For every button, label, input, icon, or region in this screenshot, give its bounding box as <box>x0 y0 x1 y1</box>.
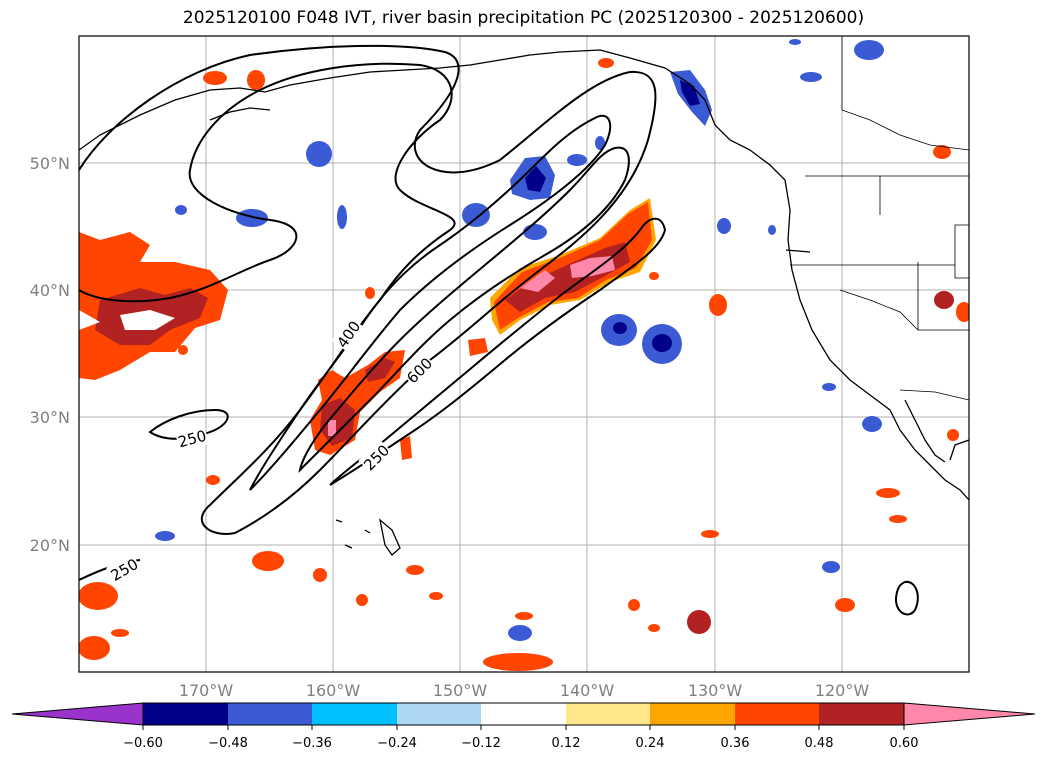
colorbar-outline <box>142 702 905 726</box>
longitude-labels: 170°W 160°W 150°W 140°W 130°W 120°W <box>179 681 870 700</box>
colorbar-segment <box>819 703 904 725</box>
colorbar-tick-label: −0.48 <box>208 736 248 751</box>
lon-label-130w: 130°W <box>688 681 743 700</box>
colorbar-tick-label: −0.24 <box>377 736 417 751</box>
colorbar-segment <box>481 703 566 725</box>
precip-positive-central <box>310 350 412 460</box>
precip-positive-scatter <box>79 58 969 671</box>
colorbar-segment <box>735 703 819 725</box>
colorbar: −0.60 −0.48 −0.36 −0.24 −0.12 0.12 0.24 … <box>11 702 1036 751</box>
colorbar-labels: −0.60 −0.48 −0.36 −0.24 −0.12 0.12 0.24 … <box>123 736 918 751</box>
lon-label-120w: 120°W <box>815 681 870 700</box>
lon-label-170w: 170°W <box>179 681 234 700</box>
lon-label-160w: 160°W <box>306 681 361 700</box>
colorbar-tick-label: −0.36 <box>292 736 332 751</box>
precip-negative-blobs <box>155 39 884 641</box>
colorbar-segment <box>312 703 397 725</box>
lat-label-50n: 50°N <box>30 154 70 173</box>
lon-label-140w: 140°W <box>560 681 615 700</box>
colorbar-tick-label: −0.12 <box>461 736 501 751</box>
map-frame <box>78 35 970 673</box>
lon-label-150w: 150°W <box>433 681 488 700</box>
lat-label-20n: 20°N <box>30 536 70 555</box>
borders <box>790 36 969 401</box>
precip-positive-ar <box>468 198 656 356</box>
colorbar-segment <box>143 703 228 725</box>
colorbar-segment <box>650 703 735 725</box>
colorbar-extend-max <box>903 702 1036 726</box>
colorbar-segment <box>228 703 312 725</box>
colorbar-tick-label: 0.36 <box>721 736 750 751</box>
colorbar-tick-label: 0.48 <box>805 736 834 751</box>
colorbar-extend-min <box>11 702 144 726</box>
colorbar-tick-label: −0.60 <box>123 736 163 751</box>
map-content <box>79 36 969 672</box>
colorbar-ticks <box>142 725 905 730</box>
colorbar-tick-label: 0.12 <box>552 736 581 751</box>
lat-label-40n: 40°N <box>30 281 70 300</box>
colorbar-tick-label: 0.60 <box>890 736 919 751</box>
colorbar-tick-label: 0.24 <box>636 736 665 751</box>
colorbar-segment <box>397 703 481 725</box>
lat-label-30n: 30°N <box>30 408 70 427</box>
coastlines <box>79 49 969 556</box>
latitude-labels: 50°N 40°N 30°N 20°N <box>30 154 70 555</box>
contour-label-group: 400 600 250 250 250 <box>106 315 437 586</box>
map-title: 2025120100 F048 IVT, river basin precipi… <box>182 8 865 28</box>
map-background <box>79 36 969 672</box>
colorbar-segment <box>566 703 650 725</box>
precip-positive-west <box>79 232 228 380</box>
